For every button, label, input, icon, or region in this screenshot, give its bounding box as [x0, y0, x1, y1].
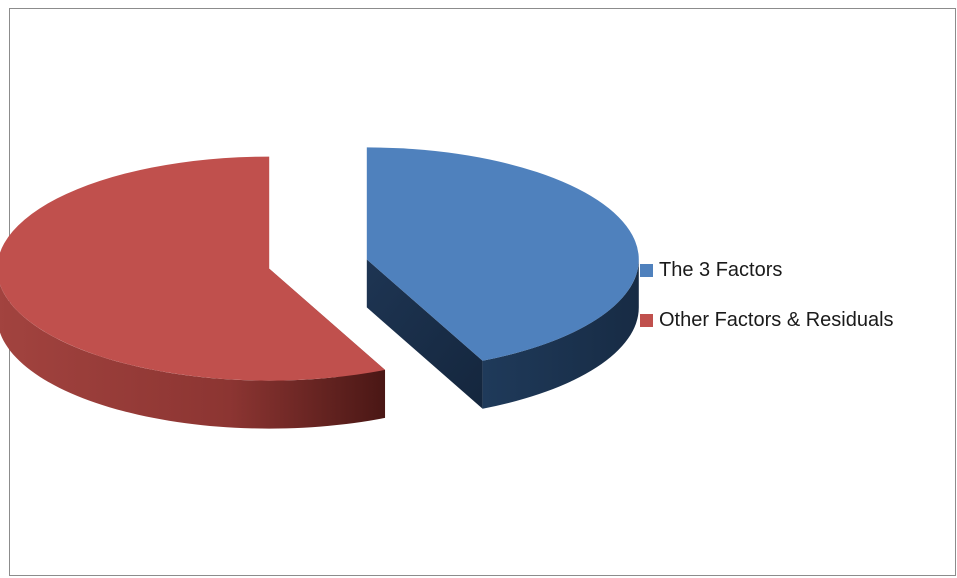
slice-side-wall: [482, 259, 639, 409]
legend-swatch-red: [640, 313, 653, 327]
slice-other-factors-residuals: [0, 156, 386, 381]
slice-cut-face: [366, 259, 483, 409]
legend-swatch-blue: [640, 263, 653, 277]
slice-the-3-factors: [366, 147, 639, 361]
legend-label: Other Factors & Residuals: [659, 308, 894, 331]
legend-item-other-factors: Other Factors & Residuals: [640, 307, 894, 333]
legend-item-the-3-factors: The 3 Factors: [640, 257, 894, 283]
legend-label: The 3 Factors: [659, 258, 783, 281]
pie-slices: [0, 147, 639, 429]
legend: The 3 Factors Other Factors & Residuals: [640, 257, 894, 357]
slice-side-wall: [0, 284, 386, 429]
